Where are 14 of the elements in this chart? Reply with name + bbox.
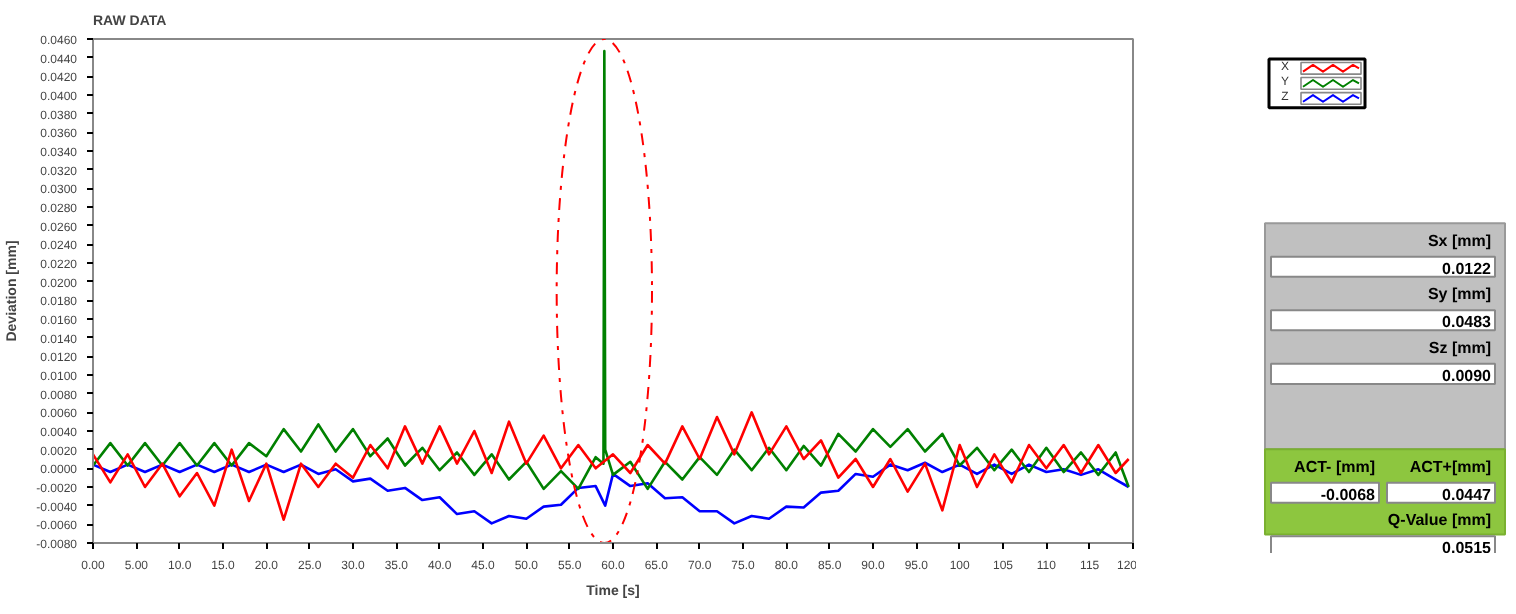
text: 0.0515 [1442,539,1493,558]
text: ACT+[mm] [1409,457,1492,476]
text: 0.0483 [1442,313,1493,332]
text: 0.0090 [1442,366,1493,385]
line-series [93,49,1130,491]
text: Sy [mm] [1427,285,1492,304]
line-series [93,461,1130,525]
text: -0.0068 [1320,485,1377,504]
text: Sz [mm] [1428,338,1492,357]
text: Q-Value [mm] [1387,511,1492,530]
text: ACT- [mm] [1294,457,1376,476]
text: Sx [mm] [1427,231,1492,250]
text: 0.0122 [1442,259,1493,278]
text: 0.0447 [1442,485,1493,504]
